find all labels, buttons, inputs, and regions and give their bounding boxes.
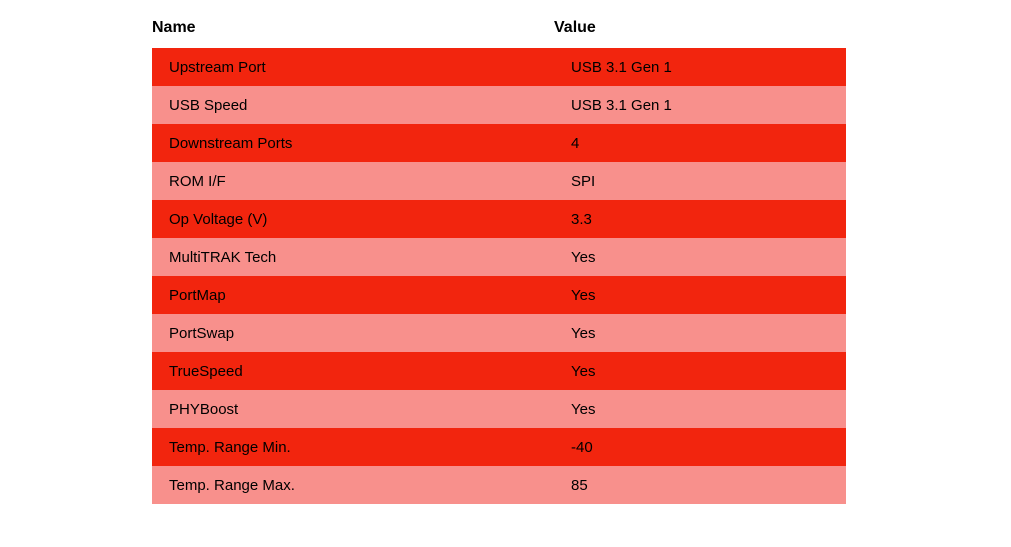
spec-name-cell: TrueSpeed [169,362,243,380]
spec-name-cell: ROM I/F [169,172,226,190]
spec-name-cell: USB Speed [169,96,248,114]
spec-value-cell: Yes [571,362,596,380]
table-row: Op Voltage (V) 3.3 [152,200,846,238]
spec-name-cell: MultiTRAK Tech [169,248,277,266]
table-row: PortSwap Yes [152,314,846,352]
spec-table: Name Value Upstream Port USB 3.1 Gen 1 USB… [152,8,846,504]
table-row: ROM I/F SPI [152,162,846,200]
spec-value-cell: 85 [571,476,588,494]
spec-name-cell: Temp. Range Min. [169,438,291,456]
table-row: Temp. Range Min. -40 [152,428,846,466]
spec-name-cell: PHYBoost [169,400,239,418]
spec-name-cell: Temp. Range Max. [169,476,295,494]
spec-value-cell: Yes [571,248,596,266]
table-row: PHYBoost Yes [152,390,846,428]
table-row: Downstream Ports 4 [152,124,846,162]
table-row: TrueSpeed Yes [152,352,846,390]
table-row: USB Speed USB 3.1 Gen 1 [152,86,846,124]
spec-table-container: Name Value Upstream Port USB 3.1 Gen 1 USB… [152,8,846,504]
table-row: Upstream Port USB 3.1 Gen 1 [152,48,846,86]
spec-name-cell: Downstream Ports [169,134,293,152]
table-row: Temp. Range Max. 85 [152,466,846,504]
column-header-value: Value [554,8,846,48]
spec-name-cell: PortSwap [169,324,235,342]
spec-value-cell: Yes [571,400,596,418]
spec-value-cell: Yes [571,286,596,304]
spec-value-cell: USB 3.1 Gen 1 [571,58,672,76]
spec-value-cell: -40 [571,438,593,456]
spec-value-cell: 4 [571,134,580,152]
spec-value-cell: SPI [571,172,596,190]
header-row: Name Value [152,8,846,48]
spec-table-header: Name Value [152,8,846,48]
spec-name-cell: Op Voltage (V) [169,210,268,228]
table-row: PortMap Yes [152,276,846,314]
column-header-name: Name [152,8,554,48]
spec-value-cell: 3.3 [571,210,592,228]
spec-name-cell: PortMap [169,286,226,304]
spec-table-body: Upstream Port USB 3.1 Gen 1 USB Speed USB 3… [152,48,846,504]
spec-name-cell: Upstream Port [169,58,266,76]
spec-value-cell: Yes [571,324,596,342]
spec-value-cell: USB 3.1 Gen 1 [571,96,672,114]
table-row: MultiTRAK Tech Yes [152,238,846,276]
